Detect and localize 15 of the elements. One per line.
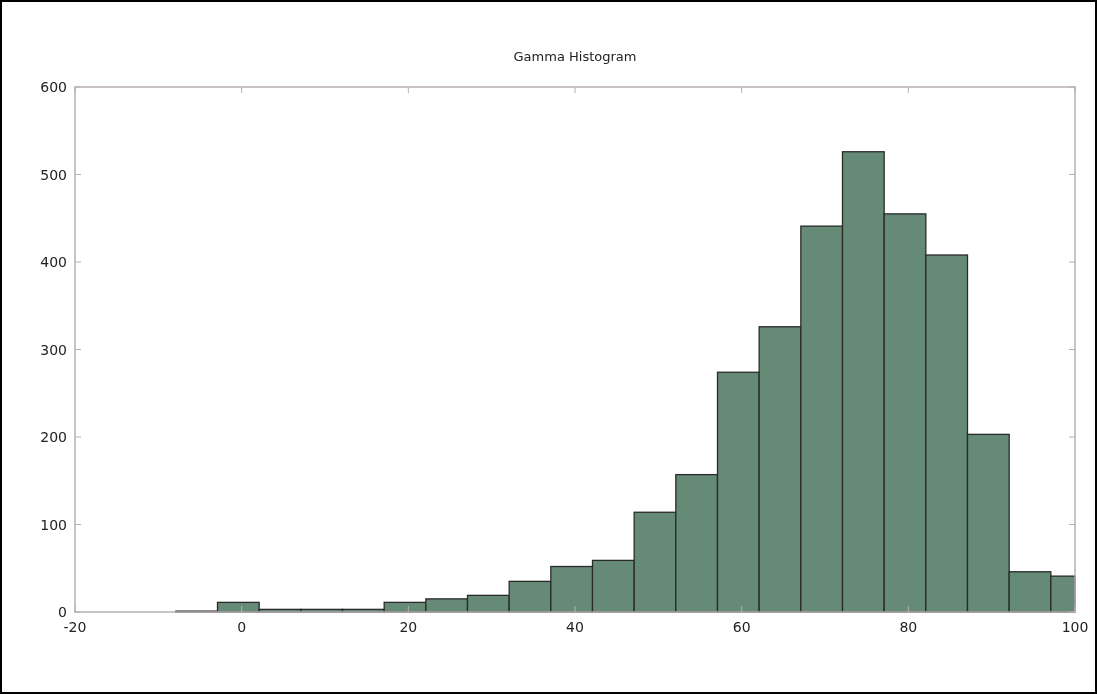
- y-tick-label: 0: [58, 604, 67, 620]
- y-tick-label: 500: [40, 166, 67, 183]
- y-tick-label: 300: [40, 341, 67, 358]
- chart-title: Gamma Histogram: [513, 49, 637, 64]
- y-tick-label: 100: [40, 516, 67, 533]
- x-tick-label: 80: [899, 619, 918, 635]
- x-tick-label: -20: [63, 619, 87, 635]
- x-tick-label: 60: [732, 619, 751, 635]
- y-tick-label: 400: [40, 254, 67, 270]
- x-tick-label: 20: [399, 619, 418, 635]
- y-tick-label: 200: [40, 429, 67, 445]
- y-tick-label: 600: [40, 79, 67, 95]
- x-tick-label: 40: [566, 619, 584, 635]
- x-tick-label: 100: [1061, 619, 1089, 635]
- x-tick-label: 0: [237, 619, 247, 635]
